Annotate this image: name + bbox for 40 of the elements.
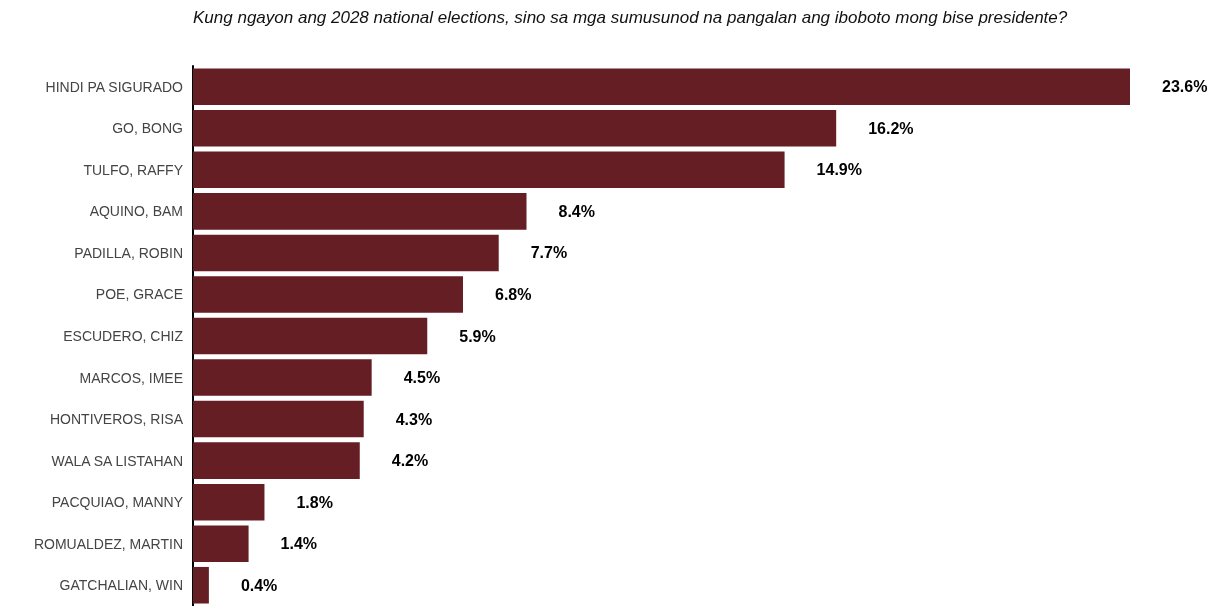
y-tick-label: PADILLA, ROBIN: [74, 244, 183, 261]
y-tick-label: GATCHALIAN, WIN: [59, 577, 183, 594]
bar: [193, 359, 372, 396]
y-tick-label: GO, BONG: [112, 120, 183, 137]
y-tick-label: POE, GRACE: [95, 286, 183, 303]
y-tick-label: ESCUDERO, CHIZ: [63, 328, 184, 344]
data-label: 1.4%: [280, 535, 318, 553]
data-label: 4.5%: [403, 369, 441, 387]
y-tick-label: MARCOS, IMEE: [79, 369, 183, 386]
bar: [193, 483, 265, 521]
bar: [193, 317, 428, 355]
y-tick-label: HINDI PA SIGURADO: [45, 78, 184, 95]
y-tick-label: HONTIVEROS, RISA: [49, 411, 184, 428]
bar: [193, 525, 249, 562]
y-tick-label: WALA SA LISTAHAN: [51, 452, 183, 469]
y-tick-label: AQUINO, BAM: [89, 203, 183, 220]
bar: [193, 193, 527, 230]
bar: [193, 400, 364, 438]
bar: [193, 276, 463, 313]
data-label: 8.4%: [558, 202, 595, 220]
data-label: 5.9%: [459, 327, 496, 345]
bar: [193, 68, 1130, 106]
bar: [193, 234, 499, 272]
data-label: 4.2%: [391, 452, 429, 470]
data-label: 23.6%: [1162, 78, 1208, 96]
data-label: 16.2%: [868, 119, 914, 137]
y-tick-label: ROMUALDEZ, MARTIN: [33, 535, 183, 552]
data-label: 4.3%: [395, 410, 433, 428]
y-tick-label: TULFO, RAFFY: [83, 161, 184, 178]
bar: [193, 566, 209, 604]
bar: [193, 151, 785, 189]
y-tick-label: PACQUIAO, MANNY: [51, 494, 184, 511]
data-label: 1.8%: [296, 493, 333, 511]
data-label: 0.4%: [240, 576, 278, 594]
data-label: 7.7%: [530, 244, 568, 262]
bar: [193, 442, 360, 479]
data-label: 6.8%: [494, 285, 532, 303]
chart-title: Kung ngayon ang 2028 national elections, sino sa mga sumusunod na pangalan ang iboboto mong bise presidente?: [193, 8, 1068, 27]
data-label: 14.9%: [816, 161, 862, 179]
bar: [193, 110, 837, 147]
